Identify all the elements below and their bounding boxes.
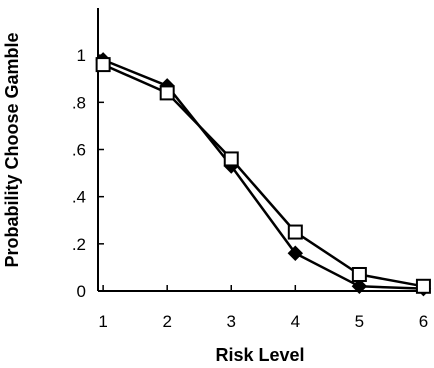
y-tick-label: .2 — [72, 235, 86, 254]
y-tick-label: .4 — [72, 188, 86, 207]
series-1 — [95, 52, 432, 297]
x-tick-label: 3 — [227, 312, 236, 331]
data-point-square — [159, 85, 175, 101]
data-point-square — [287, 224, 303, 240]
data-point-square — [223, 151, 239, 167]
series-layer — [95, 52, 432, 297]
series-line — [102, 63, 424, 288]
data-point-square — [415, 278, 431, 294]
y-axis-ticks: 0 .2 .4 .6 .8 1 — [72, 46, 104, 301]
x-tick-label: 6 — [419, 312, 428, 331]
plot-area: 0 .2 .4 .6 .8 1 1 2 3 4 5 6 — [72, 8, 432, 331]
y-axis-title: Probability Choose Gamble — [2, 32, 22, 267]
y-tick-label: 1 — [77, 46, 86, 65]
y-tick-label: .6 — [72, 141, 86, 160]
series-2 — [95, 57, 431, 294]
data-point-diamond — [351, 278, 368, 294]
y-tick-label: 0 — [77, 282, 86, 301]
data-point-square — [351, 266, 367, 282]
data-point-square — [95, 57, 111, 73]
y-tick-label: .8 — [72, 93, 86, 112]
x-axis-title: Risk Level — [215, 345, 304, 365]
x-tick-label: 5 — [355, 312, 364, 331]
x-tick-label: 4 — [291, 312, 300, 331]
x-tick-label: 2 — [162, 312, 171, 331]
series-line — [102, 58, 424, 290]
data-point-diamond — [287, 245, 304, 261]
x-tick-label: 1 — [98, 312, 107, 331]
